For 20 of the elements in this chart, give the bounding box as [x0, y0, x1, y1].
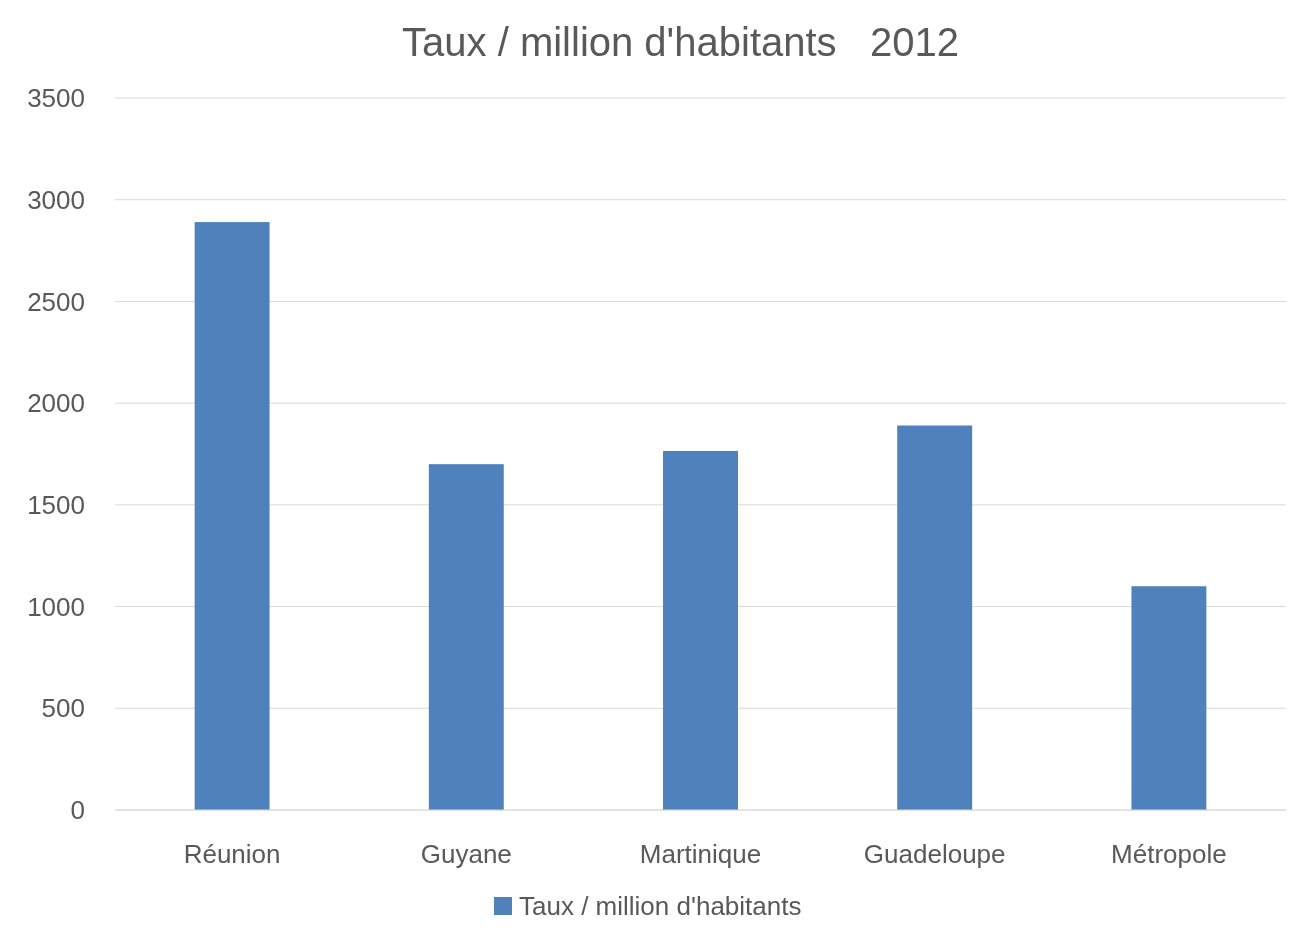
- bar: [194, 222, 270, 810]
- legend-label: Taux / million d'habitants: [519, 891, 802, 921]
- bar: [897, 425, 973, 810]
- x-tick-label: Martinique: [639, 839, 762, 869]
- y-tick-label: 1000: [27, 591, 85, 622]
- y-tick-label: 2000: [27, 388, 85, 419]
- x-tick-label: Métropole: [1111, 839, 1227, 869]
- x-tick-label: Guyane: [420, 839, 512, 869]
- y-tick-label: 500: [41, 693, 85, 724]
- y-tick-label: 0: [70, 795, 85, 826]
- bar: [1131, 586, 1207, 810]
- y-tick-label: 1500: [27, 489, 85, 520]
- x-tick-label: Réunion: [183, 839, 281, 869]
- chart-title: Taux / million d'habitants 2012: [402, 20, 959, 64]
- bar: [428, 464, 504, 810]
- y-tick-label: 3000: [27, 184, 85, 215]
- y-tick-label: 3500: [27, 83, 85, 114]
- bar: [663, 450, 738, 810]
- x-tick-label: Guadeloupe: [863, 839, 1006, 869]
- y-tick-label: 2500: [27, 286, 85, 317]
